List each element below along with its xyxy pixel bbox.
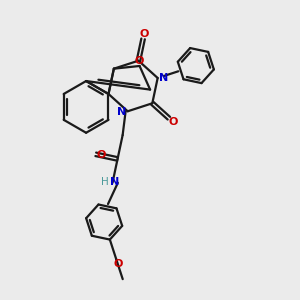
Text: O: O [168,117,178,127]
Text: O: O [135,56,144,66]
Text: N: N [110,178,119,188]
Text: N: N [159,73,168,83]
Text: O: O [96,150,106,161]
Text: O: O [113,259,122,269]
Text: O: O [140,29,149,39]
Text: N: N [117,107,126,117]
Text: H: H [101,178,109,188]
